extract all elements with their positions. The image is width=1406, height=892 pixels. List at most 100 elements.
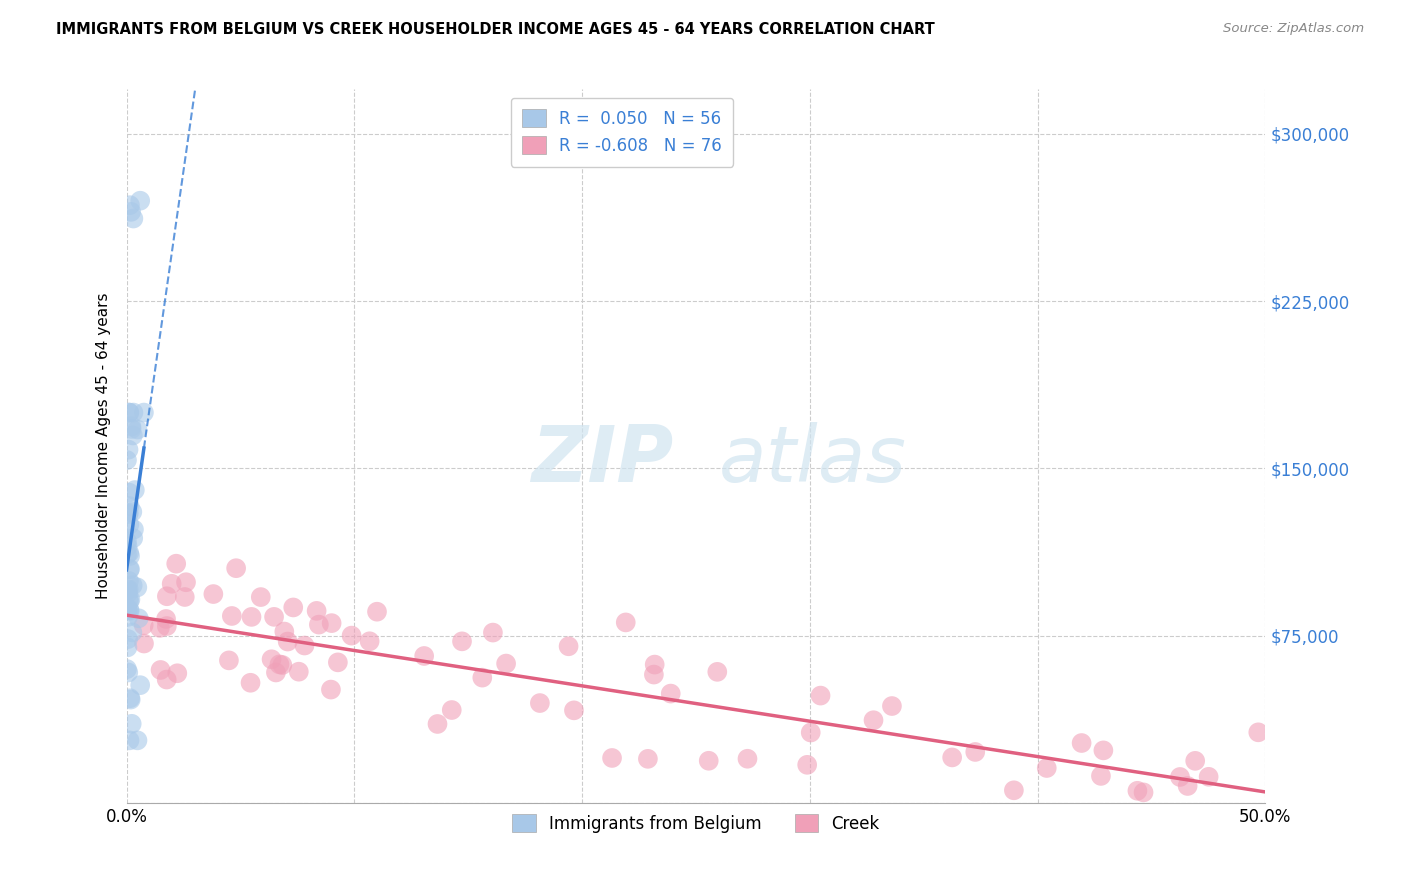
Point xyxy=(117,640,139,655)
Point xyxy=(965,745,987,759)
Point xyxy=(288,665,311,679)
Point xyxy=(239,675,262,690)
Point xyxy=(283,600,305,615)
Point xyxy=(117,586,139,600)
Point xyxy=(1126,784,1149,798)
Point xyxy=(129,678,152,692)
Point xyxy=(128,611,150,625)
Point xyxy=(118,733,141,747)
Point xyxy=(118,562,141,576)
Point xyxy=(637,752,659,766)
Point xyxy=(149,621,172,635)
Point xyxy=(121,625,143,640)
Point xyxy=(240,610,263,624)
Point xyxy=(121,716,143,731)
Point xyxy=(120,692,142,706)
Point xyxy=(659,687,682,701)
Text: atlas: atlas xyxy=(718,422,907,499)
Point xyxy=(155,612,177,626)
Point xyxy=(121,428,143,442)
Point xyxy=(118,405,141,419)
Point xyxy=(117,665,139,680)
Point xyxy=(120,419,142,434)
Point xyxy=(165,557,187,571)
Point xyxy=(118,582,141,597)
Point xyxy=(321,616,343,631)
Point xyxy=(277,634,299,648)
Point xyxy=(800,725,823,739)
Point xyxy=(121,578,143,592)
Point xyxy=(1070,736,1092,750)
Point xyxy=(132,405,155,419)
Point xyxy=(117,582,139,597)
Point xyxy=(129,194,152,208)
Point xyxy=(644,657,666,672)
Text: Source: ZipAtlas.com: Source: ZipAtlas.com xyxy=(1223,22,1364,36)
Point xyxy=(166,666,188,681)
Text: IMMIGRANTS FROM BELGIUM VS CREEK HOUSEHOLDER INCOME AGES 45 - 64 YEARS CORRELATI: IMMIGRANTS FROM BELGIUM VS CREEK HOUSEHO… xyxy=(56,22,935,37)
Point xyxy=(706,665,728,679)
Point xyxy=(160,576,183,591)
Point xyxy=(697,754,720,768)
Point xyxy=(120,592,142,607)
Point xyxy=(218,653,240,667)
Point xyxy=(308,617,330,632)
Point xyxy=(260,652,283,666)
Point xyxy=(127,581,149,595)
Point xyxy=(1002,783,1025,797)
Point xyxy=(413,648,436,663)
Point xyxy=(117,609,139,624)
Point xyxy=(451,634,474,648)
Point xyxy=(121,422,143,436)
Point xyxy=(120,204,142,219)
Y-axis label: Householder Income Ages 45 - 64 years: Householder Income Ages 45 - 64 years xyxy=(96,293,111,599)
Point xyxy=(118,499,141,513)
Point xyxy=(118,563,141,577)
Point xyxy=(115,548,138,562)
Point xyxy=(1168,770,1191,784)
Point xyxy=(600,751,623,765)
Point xyxy=(118,546,141,560)
Point xyxy=(340,629,363,643)
Point xyxy=(1184,754,1206,768)
Point xyxy=(132,618,155,632)
Point xyxy=(471,671,494,685)
Point xyxy=(117,506,139,520)
Point xyxy=(121,505,143,519)
Point xyxy=(120,691,142,706)
Point xyxy=(117,507,139,521)
Point xyxy=(305,604,328,618)
Point xyxy=(149,663,172,677)
Point xyxy=(359,634,381,648)
Point xyxy=(120,549,142,563)
Point xyxy=(1198,770,1220,784)
Point xyxy=(118,517,141,532)
Point xyxy=(117,632,139,646)
Point xyxy=(118,604,141,618)
Point xyxy=(118,594,141,608)
Point xyxy=(118,405,141,419)
Point xyxy=(124,483,146,497)
Point xyxy=(127,733,149,747)
Point xyxy=(1092,743,1115,757)
Point xyxy=(862,713,884,727)
Point xyxy=(269,657,291,672)
Point xyxy=(557,640,579,654)
Point xyxy=(263,610,285,624)
Point xyxy=(122,405,145,419)
Point xyxy=(122,211,145,226)
Point xyxy=(122,523,145,537)
Point xyxy=(796,757,818,772)
Point xyxy=(118,198,141,212)
Point xyxy=(117,603,139,617)
Point xyxy=(941,750,963,764)
Point xyxy=(127,423,149,437)
Point xyxy=(118,603,141,617)
Point xyxy=(1132,785,1154,799)
Point xyxy=(614,615,637,630)
Point xyxy=(737,752,759,766)
Point xyxy=(118,485,141,500)
Point xyxy=(810,689,832,703)
Point xyxy=(294,639,316,653)
Point xyxy=(115,662,138,676)
